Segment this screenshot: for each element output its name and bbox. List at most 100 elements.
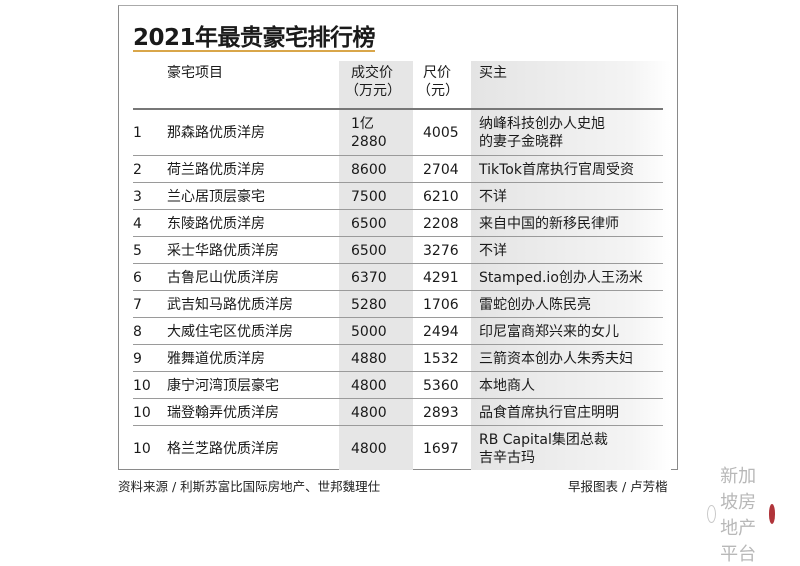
row-divider: [133, 209, 663, 210]
price-cell: 4880: [351, 345, 387, 372]
buyer-cell-text: 吉辛古玛: [479, 450, 535, 466]
source-note: 资料来源 / 利斯苏富比国际房地产、世邦魏理仕: [118, 479, 381, 494]
buyer-cell: 印尼富商郑兴来的女儿: [479, 318, 619, 345]
project-cell-text: 格兰芝路优质洋房: [167, 441, 279, 457]
rank-cell-text: 5: [133, 242, 142, 259]
price-cell: 4800: [351, 399, 387, 426]
header-project: 豪宅项目: [167, 65, 223, 81]
sqft-price-cell: 6210: [423, 183, 459, 210]
table-row: 10 瑞登翰弄优质洋房 4800 2893 品食首席执行官庄明明: [133, 399, 663, 426]
project-cell-text: 那森路优质洋房: [167, 125, 265, 141]
price-cell: 5000: [351, 318, 387, 345]
price-cell: 7500: [351, 183, 387, 210]
sqft-price-cell: 1706: [423, 291, 459, 318]
sqft-price-cell: 2208: [423, 210, 459, 237]
row-divider: [133, 317, 663, 318]
sqft-price-cell: 2704: [423, 156, 459, 183]
project-cell-text: 荷兰路优质洋房: [167, 161, 265, 178]
rank-cell: 2: [133, 156, 142, 183]
rank-cell-text: 10: [133, 441, 151, 457]
price-cell-text: 6500: [351, 242, 387, 259]
sqft-price-cell-text: 1706: [423, 296, 459, 313]
rank-cell: 5: [133, 237, 142, 264]
buyer-cell-text: 不详: [479, 242, 507, 259]
sqft-price-cell-text: 2208: [423, 215, 459, 232]
price-cell-text: 7500: [351, 188, 387, 205]
header-sqft-unit: （元）: [417, 83, 459, 99]
header-sqft: 尺价 （元）: [417, 64, 459, 100]
project-cell: 兰心居顶层豪宅: [167, 183, 265, 210]
header-sqft-label: 尺价: [423, 65, 451, 81]
rank-cell: 7: [133, 291, 142, 318]
rank-cell: 1: [133, 110, 142, 156]
wechat-icon: [707, 505, 717, 523]
rank-cell-text: 7: [133, 296, 142, 313]
credit-note: 早报图表 / 卢芳楷: [568, 479, 668, 494]
buyer-cell-text: 雷蛇创办人陈民亮: [479, 296, 591, 313]
rank-cell-text: 3: [133, 188, 142, 205]
rank-cell: 10: [133, 372, 151, 399]
row-divider: [133, 371, 663, 372]
buyer-cell-text: 本地商人: [479, 377, 535, 394]
table-row: 2 荷兰路优质洋房 8600 2704 TikTok首席执行官周受资: [133, 156, 663, 183]
project-cell: 雅舞道优质洋房: [167, 345, 265, 372]
sqft-price-cell: 5360: [423, 372, 459, 399]
price-cell-text: 6370: [351, 269, 387, 286]
project-cell-text: 东陵路优质洋房: [167, 215, 265, 232]
buyer-cell-text: 印尼富商郑兴来的女儿: [479, 323, 619, 340]
sqft-price-cell: 1697: [423, 426, 459, 472]
sqft-price-cell-text: 4005: [423, 125, 459, 141]
project-cell-text: 大威住宅区优质洋房: [167, 323, 293, 340]
project-cell: 那森路优质洋房: [167, 110, 265, 156]
rank-cell-text: 10: [133, 377, 151, 394]
price-cell-text: 5000: [351, 323, 387, 340]
buyer-cell: 三箭资本创办人朱秀夫妇: [479, 345, 633, 372]
header-price-label: 成交价: [351, 65, 393, 81]
sqft-price-cell-text: 6210: [423, 188, 459, 205]
title-underline: [133, 50, 375, 52]
project-cell: 采士华路优质洋房: [167, 237, 279, 264]
watermark-text: 新加坡房地产平台: [720, 466, 757, 565]
price-cell: 6370: [351, 264, 387, 291]
buyer-cell-text: 品食首席执行官庄明明: [479, 404, 619, 421]
header-divider: [133, 108, 663, 110]
sqft-price-cell-text: 2494: [423, 323, 459, 340]
project-cell-text: 雅舞道优质洋房: [167, 350, 265, 367]
rank-cell: 6: [133, 264, 142, 291]
project-cell: 大威住宅区优质洋房: [167, 318, 293, 345]
table-row: 5 采士华路优质洋房 6500 3276 不详: [133, 237, 663, 264]
price-cell: 4800: [351, 372, 387, 399]
buyer-cell: 品食首席执行官庄明明: [479, 399, 619, 426]
table-row: 1 那森路优质洋房 1亿 2880 4005 纳峰科技创办人史旭 的妻子金晓群: [133, 110, 663, 156]
table-row: 10 康宁河湾顶层豪宅 4800 5360 本地商人: [133, 372, 663, 399]
buyer-cell-text: Stamped.io创办人王汤米: [479, 269, 643, 286]
buyer-cell: 纳峰科技创办人史旭 的妻子金晓群: [479, 110, 605, 156]
project-cell-text: 采士华路优质洋房: [167, 242, 279, 259]
table-row: 4 东陵路优质洋房 6500 2208 来自中国的新移民律师: [133, 210, 663, 237]
price-cell: 6500: [351, 237, 387, 264]
project-cell: 东陵路优质洋房: [167, 210, 265, 237]
sqft-price-cell: 3276: [423, 237, 459, 264]
buyer-cell-text: 三箭资本创办人朱秀夫妇: [479, 350, 633, 367]
price-cell-text: 2880: [351, 134, 387, 150]
buyer-cell-text: TikTok首席执行官周受资: [479, 161, 634, 178]
buyer-cell: Stamped.io创办人王汤米: [479, 264, 643, 291]
price-cell: 1亿 2880: [351, 110, 387, 156]
price-cell-text: 5280: [351, 296, 387, 313]
price-cell-text: 8600: [351, 161, 387, 178]
price-cell-text: 4800: [351, 441, 387, 457]
project-cell: 康宁河湾顶层豪宅: [167, 372, 279, 399]
table-title: 2021年最贵豪宅排行榜: [133, 25, 376, 51]
project-cell: 格兰芝路优质洋房: [167, 426, 279, 472]
sqft-price-cell-text: 3276: [423, 242, 459, 259]
row-divider: [133, 425, 663, 426]
rank-cell-text: 6: [133, 269, 142, 286]
row-divider: [133, 155, 663, 156]
table-row: 10 格兰芝路优质洋房 4800 1697 RB Capital集团总裁 吉辛古玛: [133, 426, 663, 472]
buyer-cell: 雷蛇创办人陈民亮: [479, 291, 591, 318]
rank-cell-text: 10: [133, 404, 151, 421]
project-cell-text: 兰心居顶层豪宅: [167, 188, 265, 205]
header-price: 成交价 （万元）: [345, 64, 401, 100]
buyer-cell: RB Capital集团总裁 吉辛古玛: [479, 426, 608, 472]
table-row: 9 雅舞道优质洋房 4880 1532 三箭资本创办人朱秀夫妇: [133, 345, 663, 372]
